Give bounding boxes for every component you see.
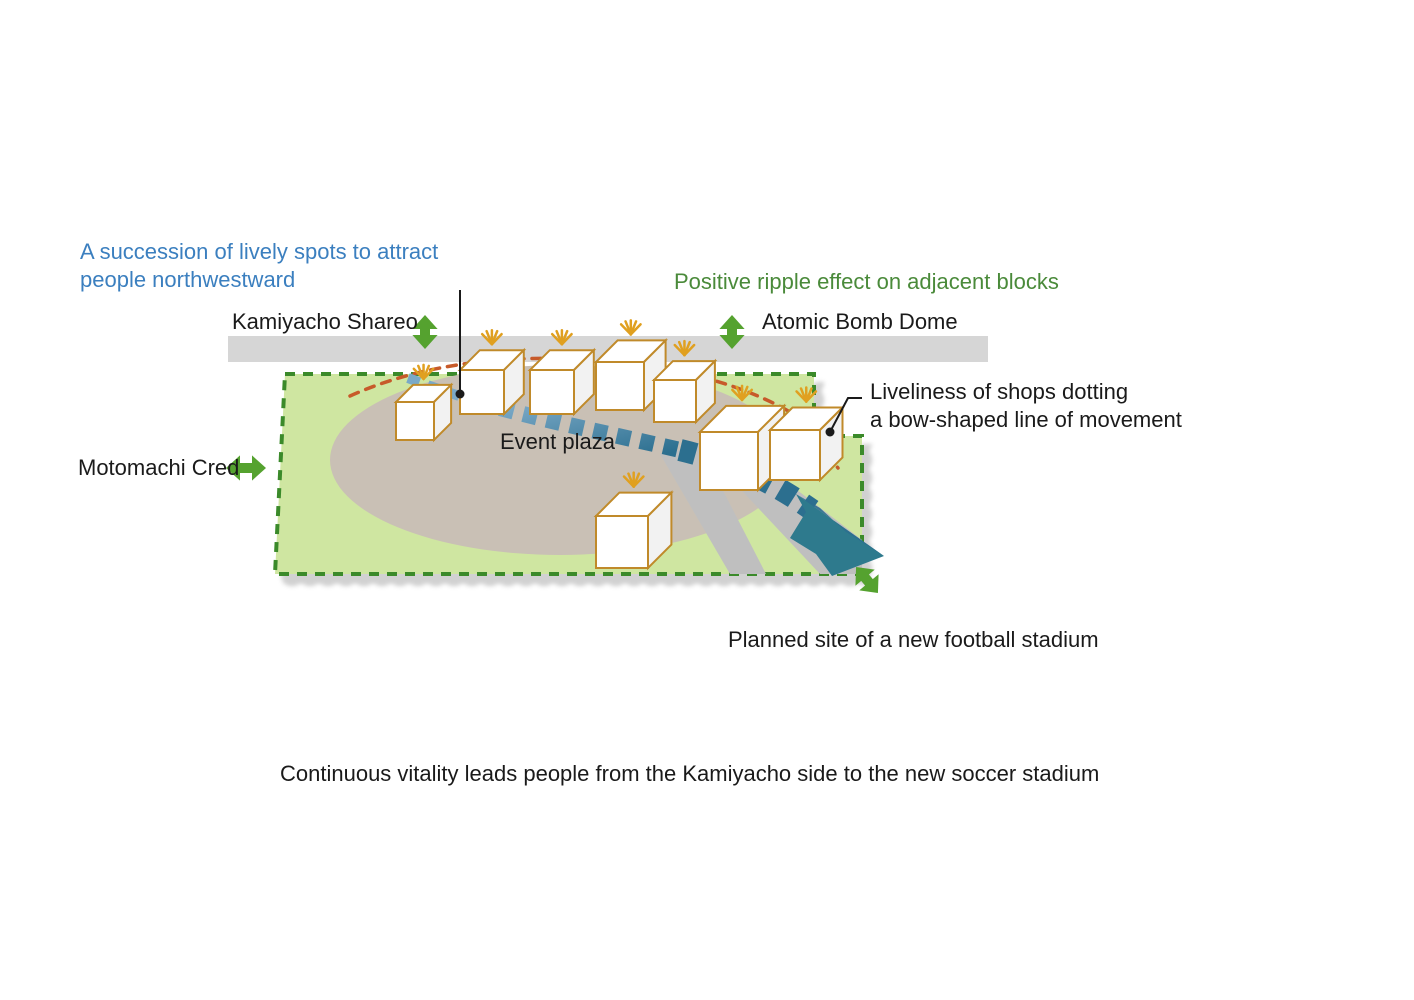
label-liveliness: Liveliness of shops dotting a bow-shaped… xyxy=(870,378,1182,433)
label-headline_green: Positive ripple effect on adjacent block… xyxy=(674,268,1059,296)
label-motomachi: Motomachi Cred xyxy=(78,454,239,482)
label-kamiyacho: Kamiyacho Shareo xyxy=(232,308,418,336)
label-plaza: Event plaza xyxy=(500,428,615,456)
leader-headline-blue-dot xyxy=(456,390,465,399)
label-atomic: Atomic Bomb Dome xyxy=(762,308,958,336)
label-headline_blue: A succession of lively spots to attract … xyxy=(80,238,438,293)
leader-liveliness-dot xyxy=(826,428,835,437)
label-stadium: Planned site of a new football stadium xyxy=(728,626,1099,654)
label-caption: Continuous vitality leads people from th… xyxy=(280,760,1099,788)
